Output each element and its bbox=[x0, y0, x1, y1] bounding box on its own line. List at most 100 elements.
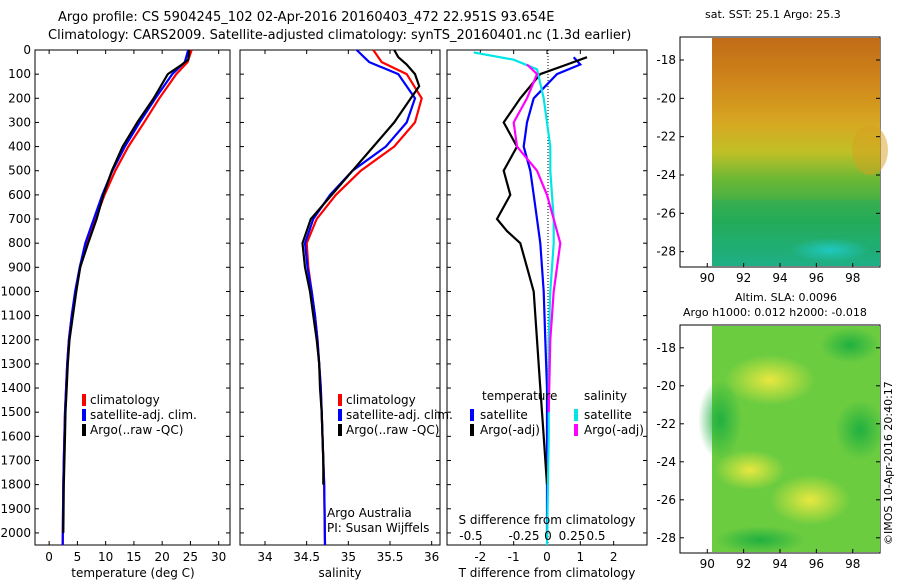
legend-label: satellite bbox=[584, 408, 632, 422]
map-x-tick-label: 98 bbox=[845, 271, 860, 285]
depth-tick-label: 400 bbox=[8, 140, 31, 154]
x-tick-label: 20 bbox=[155, 550, 170, 564]
series-line bbox=[61, 49, 190, 546]
depth-tick-label: 1800 bbox=[0, 478, 31, 492]
depth-tick-label: 100 bbox=[8, 67, 31, 81]
depth-tick-label: 700 bbox=[8, 212, 31, 226]
x-tick-label: 35.5 bbox=[377, 550, 404, 564]
depth-tick-label: 500 bbox=[8, 164, 31, 178]
legend-swatch bbox=[470, 424, 474, 436]
map-x-tick-label: 90 bbox=[700, 557, 715, 571]
legend-swatch bbox=[470, 409, 474, 421]
x-tick-label: 0 bbox=[543, 550, 551, 564]
x-tick-label: 0 bbox=[45, 550, 53, 564]
series-line bbox=[495, 56, 588, 485]
depth-tick-label: 1400 bbox=[0, 381, 31, 395]
depth-tick-label: 2000 bbox=[0, 526, 31, 540]
map-y-tick-label: -26 bbox=[656, 493, 676, 507]
argo-australia-annotation: Argo Australia bbox=[327, 506, 412, 520]
legend-label: climatology bbox=[346, 393, 416, 407]
legend-swatch bbox=[82, 424, 86, 436]
depth-tick-label: 800 bbox=[8, 236, 31, 250]
series-line bbox=[62, 49, 191, 533]
x-tick-label: 35 bbox=[341, 550, 356, 564]
legend-label: Argo(..raw -QC) bbox=[346, 423, 439, 437]
legend-label: Argo(..raw -QC) bbox=[90, 423, 183, 437]
depth-tick-label: 200 bbox=[8, 91, 31, 105]
legend-swatch bbox=[82, 409, 86, 421]
legend-swatch bbox=[574, 409, 578, 421]
legend-label: Argo(-adj) bbox=[584, 423, 644, 437]
map-x-tick-label: 96 bbox=[809, 557, 824, 571]
legend-swatch bbox=[338, 394, 342, 406]
x-tick-label: 5 bbox=[74, 550, 82, 564]
x-tick-label: -1 bbox=[508, 550, 520, 564]
map-x-tick-label: 94 bbox=[772, 271, 787, 285]
map-y-tick-label: -20 bbox=[656, 379, 676, 393]
chart-title: Argo profile: CS 5904245_102 02-Apr-2016… bbox=[58, 10, 555, 25]
sst-axis-ticks: 90 92 94 96 98 -18 -20 -22 -24 -26 -28 bbox=[656, 53, 880, 285]
map-y-tick-label: -26 bbox=[656, 206, 676, 220]
depth-tick-label: 1600 bbox=[0, 429, 31, 443]
series-line bbox=[512, 63, 562, 413]
depth-tick-label: 300 bbox=[8, 115, 31, 129]
legend-label: Argo(-adj) bbox=[480, 423, 540, 437]
legend-label: satellite-adj. clim. bbox=[90, 408, 197, 422]
sst-map: 90 92 94 96 98 -18 -20 -22 -24 -26 -28 bbox=[656, 36, 888, 285]
map-x-tick-label: 96 bbox=[809, 271, 824, 285]
legend-label: climatology bbox=[90, 393, 160, 407]
series-line bbox=[303, 49, 417, 546]
depth-tick-label: 0 bbox=[23, 43, 31, 57]
x-tick-label: 30 bbox=[211, 550, 226, 564]
depth-tick-label: 1900 bbox=[0, 502, 31, 516]
legend-label: satellite bbox=[480, 408, 528, 422]
sla-axis-ticks: 90 92 94 96 98 -18 -20 -22 -24 -26 -28 bbox=[656, 341, 880, 571]
sst-heatmap bbox=[712, 38, 880, 266]
temperature-xlabel: temperature (deg C) bbox=[71, 566, 194, 580]
map-y-tick-label: -28 bbox=[656, 531, 676, 545]
map-x-tick-label: 92 bbox=[736, 271, 751, 285]
s-difference-label: S difference from climatology bbox=[459, 513, 636, 527]
map-y-tick-label: -18 bbox=[656, 53, 676, 67]
sst-map-title: sat. SST: 25.1 Argo: 25.3 bbox=[705, 8, 841, 21]
legend-group-title: temperature bbox=[482, 389, 557, 403]
map-y-tick-label: -20 bbox=[656, 91, 676, 105]
map-y-tick-label: -24 bbox=[656, 455, 676, 469]
map-x-tick-label: 92 bbox=[736, 557, 751, 571]
x-tick-label: 1 bbox=[577, 550, 585, 564]
depth-axis: 0 100 200 300 400 500 600 700 800 900 1000 1100 1200… bbox=[0, 43, 647, 540]
s-tick-label: 0.25 bbox=[559, 529, 586, 543]
depth-tick-label: 1200 bbox=[0, 333, 31, 347]
series-line bbox=[301, 49, 421, 485]
salinity-axes bbox=[239, 49, 441, 546]
depth-tick-label: 1500 bbox=[0, 405, 31, 419]
depth-tick-label: 1300 bbox=[0, 357, 31, 371]
difference-panel: -2 -1 0 1 2 -0.5 -0.25 0 0.25 0.5 temperature satel… bbox=[459, 50, 644, 564]
x-tick-label: 2 bbox=[610, 550, 618, 564]
sla-map-subtitle: Argo h1000: 0.012 h2000: -0.018 bbox=[683, 306, 867, 319]
x-tick-label: 15 bbox=[126, 550, 141, 564]
x-tick-label: 34 bbox=[257, 550, 272, 564]
legend-swatch bbox=[82, 394, 86, 406]
s-tick-label: -0.5 bbox=[459, 529, 482, 543]
map-y-tick-label: -22 bbox=[656, 130, 676, 144]
pi-annotation: PI: Susan Wijffels bbox=[327, 521, 429, 535]
series-line bbox=[473, 51, 555, 546]
map-y-tick-label: -24 bbox=[656, 168, 676, 182]
temperature-axes bbox=[34, 49, 231, 546]
salinity-panel: 34 34.5 35 35.5 36 climatologysatellite-adj. … bbox=[257, 49, 453, 564]
salinity-xlabel: salinity bbox=[318, 566, 361, 580]
map-y-tick-label: -22 bbox=[656, 417, 676, 431]
depth-tick-label: 1700 bbox=[0, 453, 31, 467]
series-line bbox=[61, 49, 193, 546]
depth-tick-label: 900 bbox=[8, 260, 31, 274]
map-x-tick-label: 94 bbox=[772, 557, 787, 571]
map-y-tick-label: -18 bbox=[656, 341, 676, 355]
s-tick-label: 0 bbox=[544, 529, 552, 543]
x-tick-label: 36 bbox=[424, 550, 439, 564]
s-tick-label: -0.25 bbox=[508, 529, 539, 543]
depth-tick-label: 600 bbox=[8, 188, 31, 202]
s-tick-label: 0.5 bbox=[586, 529, 605, 543]
x-tick-label: 10 bbox=[98, 550, 113, 564]
